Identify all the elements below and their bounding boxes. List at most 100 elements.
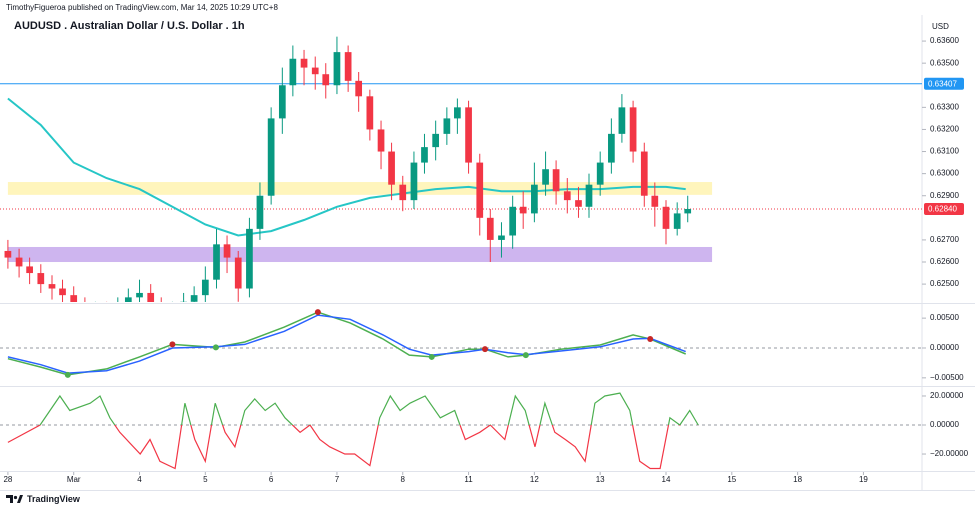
candle-body [377, 129, 385, 152]
x-tick-label: 8 [401, 475, 406, 484]
candle-body [465, 107, 472, 163]
y-tick-label: 0.62600 [930, 257, 959, 266]
candle-body [26, 266, 33, 274]
candle-body [267, 118, 275, 196]
candle-body [234, 257, 242, 289]
candle-body [575, 200, 582, 207]
candle-body [59, 288, 66, 296]
candle-body [651, 195, 659, 207]
candle-body [15, 257, 23, 267]
brand: TradingView [27, 494, 81, 504]
x-tick-label: 11 [464, 475, 473, 484]
candle-body [158, 306, 165, 315]
candle-body [443, 118, 451, 134]
candle-body [519, 206, 527, 214]
price-label: 0.63407 [928, 79, 957, 88]
y-tick-label: 0.62900 [930, 191, 959, 200]
y-tick-label: −20.00000 [930, 449, 969, 458]
candle-body [70, 295, 78, 302]
candle-body [596, 162, 604, 185]
candle-body [246, 228, 253, 289]
candle-body [684, 208, 692, 214]
candle-body [4, 250, 12, 258]
candle-body [278, 85, 286, 119]
candle-body [563, 191, 571, 201]
candle-body [629, 107, 637, 152]
candle-body [421, 147, 428, 163]
x-tick-label: 15 [727, 475, 736, 484]
candle-body [300, 58, 308, 68]
candle-body [124, 297, 132, 302]
candle-body [92, 311, 99, 315]
price-label-box [924, 77, 964, 90]
moving-average [7, 97, 686, 237]
osc-pane [7, 392, 699, 470]
cross-dot [64, 371, 71, 378]
zone [7, 246, 713, 263]
y-tick-label: 0.00000 [930, 420, 959, 429]
y-tick-label: 0.62700 [930, 235, 959, 244]
candle-body [552, 169, 560, 192]
y-tick-label: 0.63000 [930, 169, 959, 178]
y-tick-label: 0.00000 [930, 343, 959, 352]
candle-body [136, 292, 143, 298]
x-tick-label: Mar [67, 475, 81, 484]
candle-body [114, 306, 121, 317]
y-tick-label: 0.63600 [930, 36, 959, 45]
macd-line [7, 311, 686, 376]
y-tick-label: 0.62500 [930, 279, 959, 288]
candle-body [289, 58, 297, 86]
logo [6, 495, 23, 503]
candle-body [662, 206, 670, 229]
candle-body [344, 52, 352, 81]
macd-pane [7, 309, 686, 378]
price-pane [0, 36, 922, 318]
x-tick-label: 4 [137, 475, 142, 484]
x-tick-label: 13 [596, 475, 605, 484]
candle-body [486, 217, 494, 240]
candle-body [256, 195, 264, 229]
y-tick-label: 20.00000 [930, 391, 964, 400]
candle-body [388, 151, 395, 185]
x-tick-label: 18 [793, 475, 802, 484]
candle-body [618, 107, 626, 134]
candle-body [201, 279, 209, 296]
x-tick-label: 14 [662, 475, 671, 484]
candle-body [48, 284, 56, 289]
x-tick-label: 6 [269, 475, 274, 484]
cross-dot [647, 336, 654, 343]
candle-body [190, 295, 198, 302]
candle-body [37, 273, 45, 285]
x-tick-label: 28 [3, 475, 12, 484]
currency: USD [932, 22, 949, 31]
candle-body [585, 184, 593, 207]
y-tick-label: 0.63500 [930, 58, 959, 67]
candle-body [640, 151, 648, 196]
y-tick-label: 0.00500 [930, 313, 959, 322]
cross-dot [212, 344, 219, 351]
y-tick-label: −0.00500 [930, 373, 964, 382]
candle-body [355, 80, 363, 97]
candle-body [223, 244, 231, 258]
candle-body [180, 301, 187, 302]
candle-body [103, 311, 110, 318]
y-tick-label: 0.63200 [930, 125, 959, 134]
y-tick-label: 0.63100 [930, 147, 959, 156]
candle-body [169, 311, 176, 315]
candle-body [476, 162, 484, 218]
chart-title: AUDUSD . Australian Dollar / U.S. Dollar… [14, 20, 245, 32]
candle-body [147, 292, 155, 302]
candle-body [213, 244, 220, 280]
cross-dot [482, 346, 489, 353]
x-tick-label: 12 [530, 475, 539, 484]
cross-dot [314, 309, 321, 316]
candle-body [542, 169, 549, 185]
candle-body [82, 306, 89, 315]
cross-dot [169, 341, 176, 348]
candle-body [432, 133, 440, 148]
candle-body [366, 96, 374, 130]
macd-line [7, 314, 686, 374]
candle-body [311, 67, 319, 75]
candle-body [608, 133, 615, 163]
